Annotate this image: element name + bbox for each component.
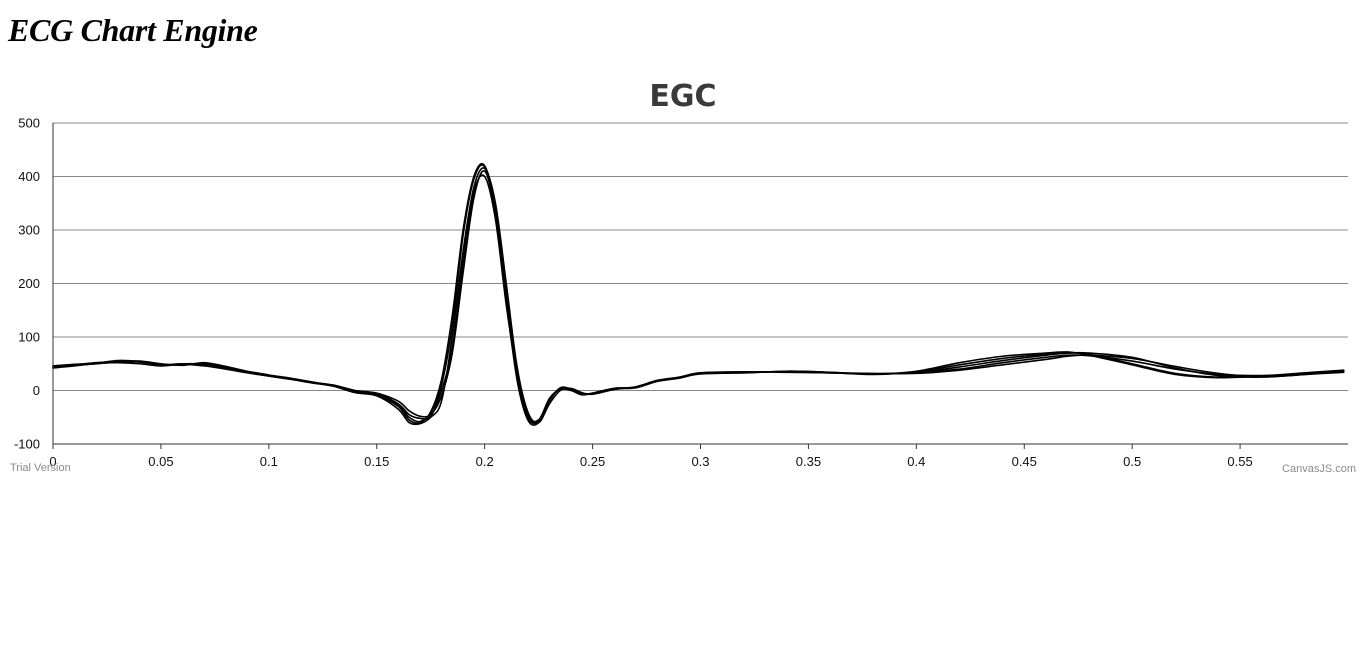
x-tick-label: 0.55 bbox=[1227, 454, 1252, 469]
x-tick-label: 0.05 bbox=[148, 454, 173, 469]
chart-title: EGC bbox=[649, 79, 716, 114]
x-tick-label: 0.45 bbox=[1012, 454, 1037, 469]
ecg-series-line-2 bbox=[52, 162, 1345, 426]
ecg-series-line-1 bbox=[52, 170, 1345, 423]
y-tick-label: 300 bbox=[18, 223, 40, 238]
y-tick-label: 200 bbox=[18, 276, 40, 291]
y-tick-label: 400 bbox=[18, 169, 40, 184]
ecg-series-line-5 bbox=[52, 164, 1345, 424]
y-tick-label: 500 bbox=[18, 116, 40, 131]
x-tick-label: 0.35 bbox=[796, 454, 821, 469]
y-tick-label: -100 bbox=[14, 437, 40, 452]
watermark-trial: Trial Version bbox=[10, 462, 71, 474]
x-tick-label: 0 bbox=[49, 454, 56, 469]
x-tick-label: 0.3 bbox=[691, 454, 709, 469]
grid-layer bbox=[53, 122, 1348, 445]
ecg-series-line-4 bbox=[52, 174, 1345, 425]
x-tick-label: 0.25 bbox=[580, 454, 605, 469]
chart-canvas: EGC -100 0 100 200 300 400 500 0 0.05 0.1 0.15 0.2 0… bbox=[10, 79, 1356, 475]
series-layer bbox=[52, 162, 1345, 426]
x-tick-label: 0.15 bbox=[364, 454, 389, 469]
ecg-chart: EGC -100 0 100 200 300 400 500 0 0.05 0.1 0.15 0.2 0… bbox=[0, 70, 1366, 480]
y-tick-label: 100 bbox=[18, 330, 40, 345]
x-tick-label: 0.5 bbox=[1123, 454, 1141, 469]
y-tick-label: 0 bbox=[33, 383, 40, 398]
x-tick-label: 0.4 bbox=[907, 454, 925, 469]
axis-layer: -100 0 100 200 300 400 500 0 0.05 0.1 0.15 0.2 0.25 0… bbox=[14, 116, 1348, 469]
x-tick-label: 0.1 bbox=[260, 454, 278, 469]
watermark-canvasjs: CanvasJS.com bbox=[1282, 463, 1356, 475]
x-tick-label: 0.2 bbox=[476, 454, 494, 469]
page-heading: ECG Chart Engine bbox=[8, 12, 258, 48]
ecg-series-line-3 bbox=[52, 167, 1345, 426]
